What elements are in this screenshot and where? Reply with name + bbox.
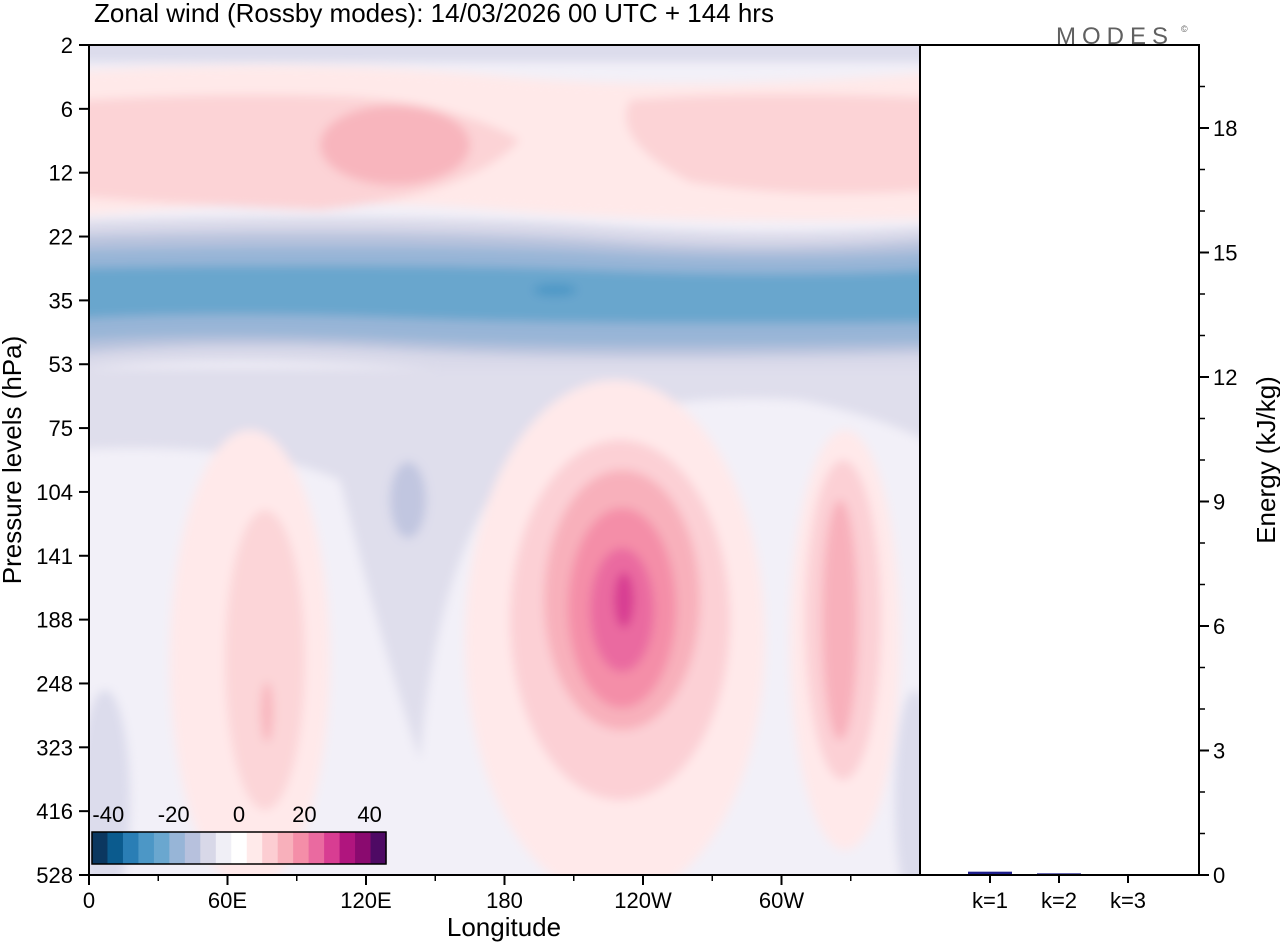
colorbar-tick-label: 20 (292, 802, 316, 827)
x-tick-label: 120W (614, 888, 672, 913)
longitude-axis: 0 60E 120E 180 120W 60W (83, 875, 852, 913)
k-tick-label: k=1 (972, 888, 1008, 913)
y-tick-label: 104 (36, 480, 73, 505)
colorbar-tick-label: -20 (158, 802, 190, 827)
colorbar-swatch (277, 832, 294, 864)
wavenumber-axis: k=1 k=2 k=3 (972, 875, 1146, 913)
upper-positive-core (320, 105, 470, 185)
energy-tick-label: 18 (1213, 116, 1237, 141)
y-tick-label: 22 (49, 225, 73, 250)
y-tick-label: 248 (36, 671, 73, 696)
colorbar-swatch (107, 832, 124, 864)
x-tick-label: 60E (208, 888, 247, 913)
colorbar-swatch (138, 832, 155, 864)
colorbar-swatch (215, 832, 232, 864)
y-tick-label: 323 (36, 735, 73, 760)
colorbar-swatch (153, 832, 170, 864)
colorbar-tick-label: -40 (92, 802, 124, 827)
y-tick-label: 141 (36, 544, 73, 569)
pressure-axis: 2 6 12 22 35 53 75 104 141 188 248 323 416 528 (36, 33, 89, 888)
colorbar-swatches (92, 832, 387, 864)
top-negative-band (89, 45, 920, 62)
y-tick-label: 416 (36, 799, 73, 824)
upper-positive-band-east (626, 94, 920, 194)
x-tick-label: 0 (83, 888, 95, 913)
jet-band-core (89, 265, 920, 324)
colorbar: -40 -20 0 20 40 (91, 802, 387, 865)
y-tick-label: 6 (61, 97, 73, 122)
energy-tick-label: 9 (1213, 490, 1225, 515)
y-tick-label: 53 (49, 352, 73, 377)
zonal-wind-field (89, 45, 920, 875)
y-tick-label: 12 (49, 161, 73, 186)
colorbar-swatch (308, 832, 325, 864)
colorbar-swatch (370, 832, 387, 864)
energy-tick-label: 3 (1213, 739, 1225, 764)
colorbar-swatch (122, 832, 140, 864)
energy-tick-label: 15 (1213, 241, 1237, 266)
x-tick-label: 60W (759, 888, 804, 913)
colorbar-swatch (355, 832, 372, 864)
bottom-left-negative (89, 690, 130, 875)
x-axis-title: Longitude (447, 912, 561, 942)
y-tick-label: 2 (61, 33, 73, 58)
y-tick-label: 188 (36, 608, 73, 633)
colorbar-swatch (246, 832, 263, 864)
colorbar-labels: -40 -20 0 20 40 (92, 802, 381, 827)
colorbar-swatch (339, 832, 356, 864)
colorbar-swatch (293, 832, 310, 864)
colorbar-tick-label: 0 (233, 802, 245, 827)
colorbar-swatch (231, 832, 248, 864)
energy-tick-label: 12 (1213, 365, 1237, 390)
k-tick-label: k=3 (1110, 888, 1146, 913)
colorbar-swatch (262, 832, 279, 864)
y-axis-title: Pressure levels (hPa) (0, 336, 27, 585)
colorbar-swatch (184, 832, 201, 864)
negative-cell-120e (390, 462, 426, 538)
energy-bar (968, 871, 1012, 875)
indian-pos-2 (225, 510, 305, 810)
atlantic-pos-3 (822, 500, 858, 740)
colorbar-swatch (324, 832, 341, 864)
colorbar-frame (91, 831, 387, 865)
pacific-pos-6 (614, 572, 634, 628)
colorbar-tick-label: 40 (357, 802, 381, 827)
brand-logo-mark: © (1181, 24, 1188, 34)
energy-axis-title: Energy (kJ/kg) (1251, 376, 1280, 544)
y-tick-label: 75 (49, 416, 73, 441)
x-tick-label: 180 (486, 888, 523, 913)
colorbar-swatch (92, 832, 109, 864)
k-tick-label: k=2 (1041, 888, 1077, 913)
chart-title: Zonal wind (Rossby modes): 14/03/2026 00… (94, 0, 774, 28)
x-tick-label: 120E (340, 888, 391, 913)
colorbar-swatch (200, 832, 217, 864)
lower-negative-region (89, 368, 920, 760)
y-tick-label: 528 (36, 863, 73, 888)
energy-tick-label: 0 (1213, 863, 1225, 888)
energy-axis: 0 3 6 9 12 15 18 (1199, 85, 1237, 888)
energy-tick-label: 6 (1213, 614, 1225, 639)
jet-minimum (533, 284, 577, 296)
y-tick-label: 35 (49, 288, 73, 313)
colorbar-swatch (169, 832, 186, 864)
bottom-right-negative (895, 690, 920, 875)
indian-pos-3 (261, 682, 273, 742)
energy-panel (920, 45, 1199, 875)
